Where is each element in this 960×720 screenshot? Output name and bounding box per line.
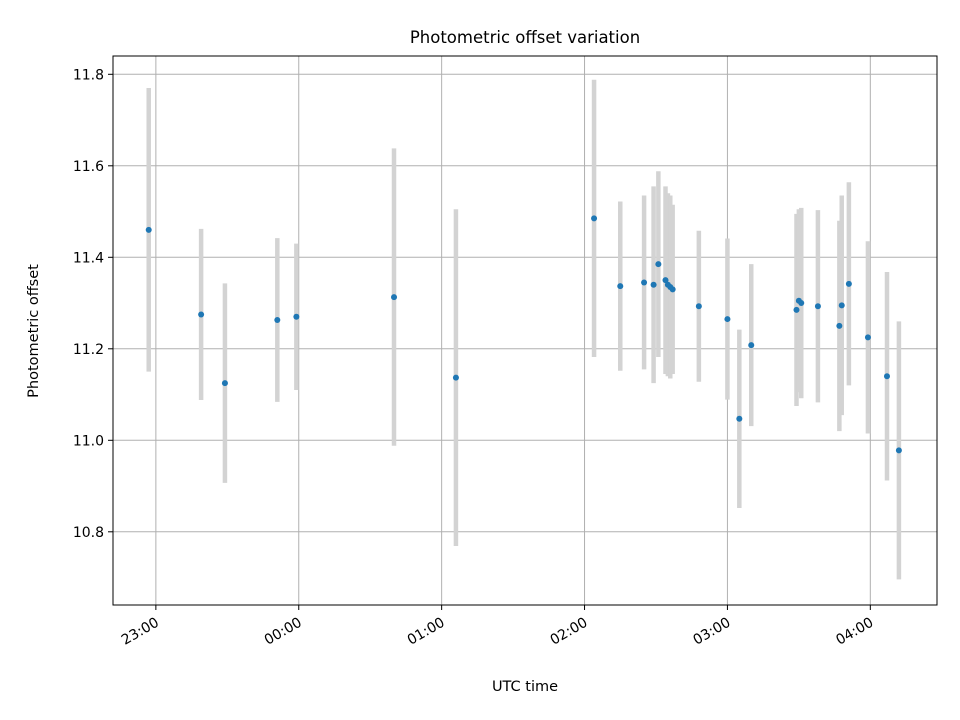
x-axis-label: UTC time [492, 679, 558, 695]
y-tick-label: 10.8 [73, 525, 104, 541]
data-point [814, 303, 821, 310]
data-point [864, 334, 871, 341]
data-point [145, 226, 152, 233]
data-point [662, 277, 669, 284]
y-tick-label: 11.2 [73, 342, 104, 358]
data-point [838, 302, 845, 309]
data-point [798, 300, 805, 307]
data-point [836, 322, 843, 329]
data-point [641, 279, 648, 286]
data-point [895, 447, 902, 454]
data-point [793, 306, 800, 313]
y-tick-label: 11.6 [73, 159, 104, 175]
data-point [655, 261, 662, 268]
data-point [736, 415, 743, 422]
data-point [452, 374, 459, 381]
data-point [748, 342, 755, 349]
data-point [274, 316, 281, 323]
y-axis-label: Photometric offset [26, 264, 42, 398]
chart-title: Photometric offset variation [410, 28, 640, 47]
y-tick-label: 11.8 [73, 67, 104, 83]
data-point [650, 281, 657, 288]
data-point [391, 294, 398, 301]
data-point [293, 313, 300, 320]
data-point [617, 283, 624, 290]
y-tick-label: 11.4 [73, 250, 104, 266]
plot-frame [112, 55, 938, 606]
data-point [845, 280, 852, 287]
y-axis-ticks: 10.8 11.0 11.2 11.4 11.6 11.8 [73, 67, 113, 541]
data-point [724, 316, 731, 323]
data-point [221, 380, 228, 387]
data-point [669, 286, 676, 293]
y-tick-label: 11.0 [73, 433, 104, 449]
data-points [145, 215, 902, 454]
data-point [883, 373, 890, 380]
data-point [198, 311, 205, 318]
data-point [695, 303, 702, 310]
data-point [591, 215, 598, 222]
